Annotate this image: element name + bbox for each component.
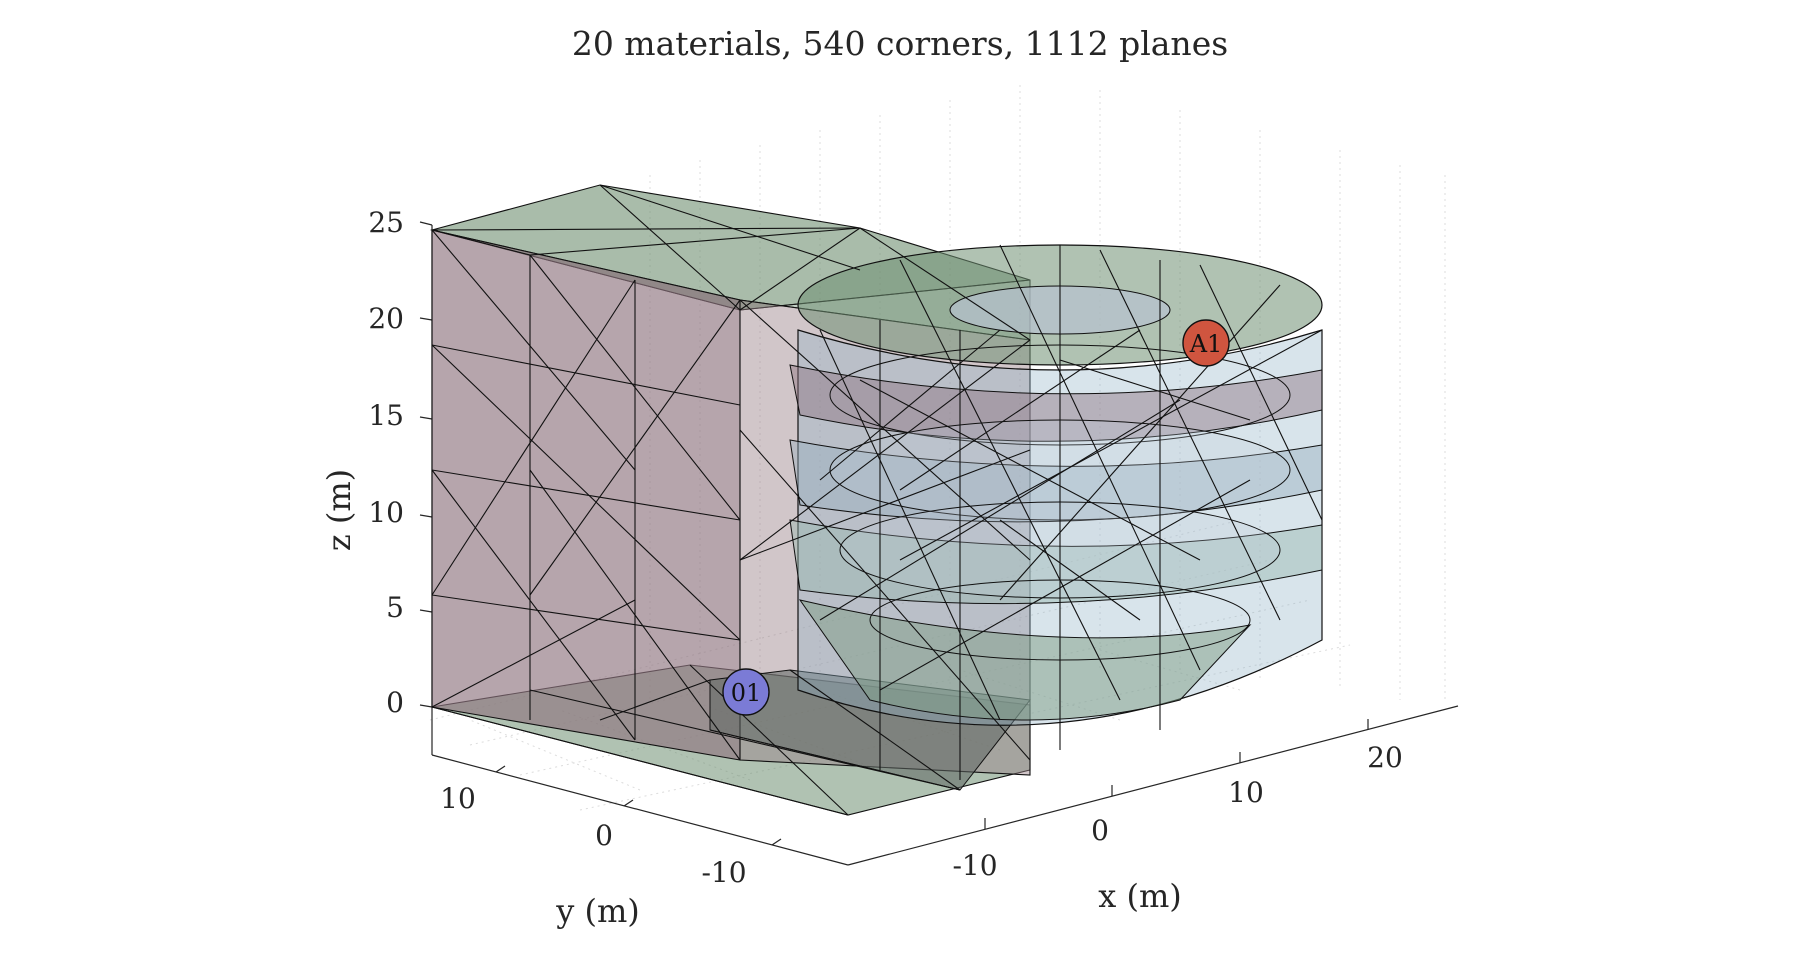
- z-tick: 5: [386, 591, 404, 624]
- x-tick: 0: [1091, 814, 1109, 847]
- z-tick: 15: [368, 399, 404, 432]
- room-mesh: 01 A1: [429, 184, 1323, 816]
- source-marker: 01: [722, 668, 770, 716]
- spiral-band: [789, 439, 1323, 523]
- z-tick: 10: [368, 496, 404, 529]
- receiver-marker-dot: [1182, 319, 1230, 367]
- source-marker-label: 01: [731, 679, 762, 707]
- source-marker-dot: [722, 668, 770, 716]
- z-tick: 25: [368, 206, 404, 239]
- z-tick: 20: [368, 302, 404, 335]
- spiral-band: [789, 519, 1323, 605]
- x-axis-label: x (m): [1098, 877, 1182, 915]
- z-axis-label: z (m): [320, 469, 358, 551]
- spiral-band: [798, 599, 1252, 721]
- receiver-marker: A1: [1182, 319, 1230, 367]
- z-tick-labels: 25 20 15 10 5 0: [368, 206, 404, 719]
- spiral-band: [789, 364, 1323, 442]
- y-tick-labels: 10 0 -10: [440, 782, 746, 889]
- x-tick: 10: [1228, 776, 1264, 809]
- z-tick: 0: [386, 686, 404, 719]
- y-tick: 10: [440, 782, 476, 815]
- figure-title: 20 materials, 540 corners, 1112 planes: [572, 24, 1228, 63]
- y-tick: -10: [701, 856, 746, 889]
- x-tick: -10: [952, 849, 997, 882]
- y-tick: 0: [595, 819, 613, 852]
- mesh-edges: [431, 184, 1323, 816]
- receiver-marker-label: A1: [1189, 330, 1223, 358]
- y-axis-label: y (m): [555, 892, 640, 930]
- x-tick-labels: -10 0 10 20: [952, 741, 1402, 882]
- x-tick: 20: [1367, 741, 1403, 774]
